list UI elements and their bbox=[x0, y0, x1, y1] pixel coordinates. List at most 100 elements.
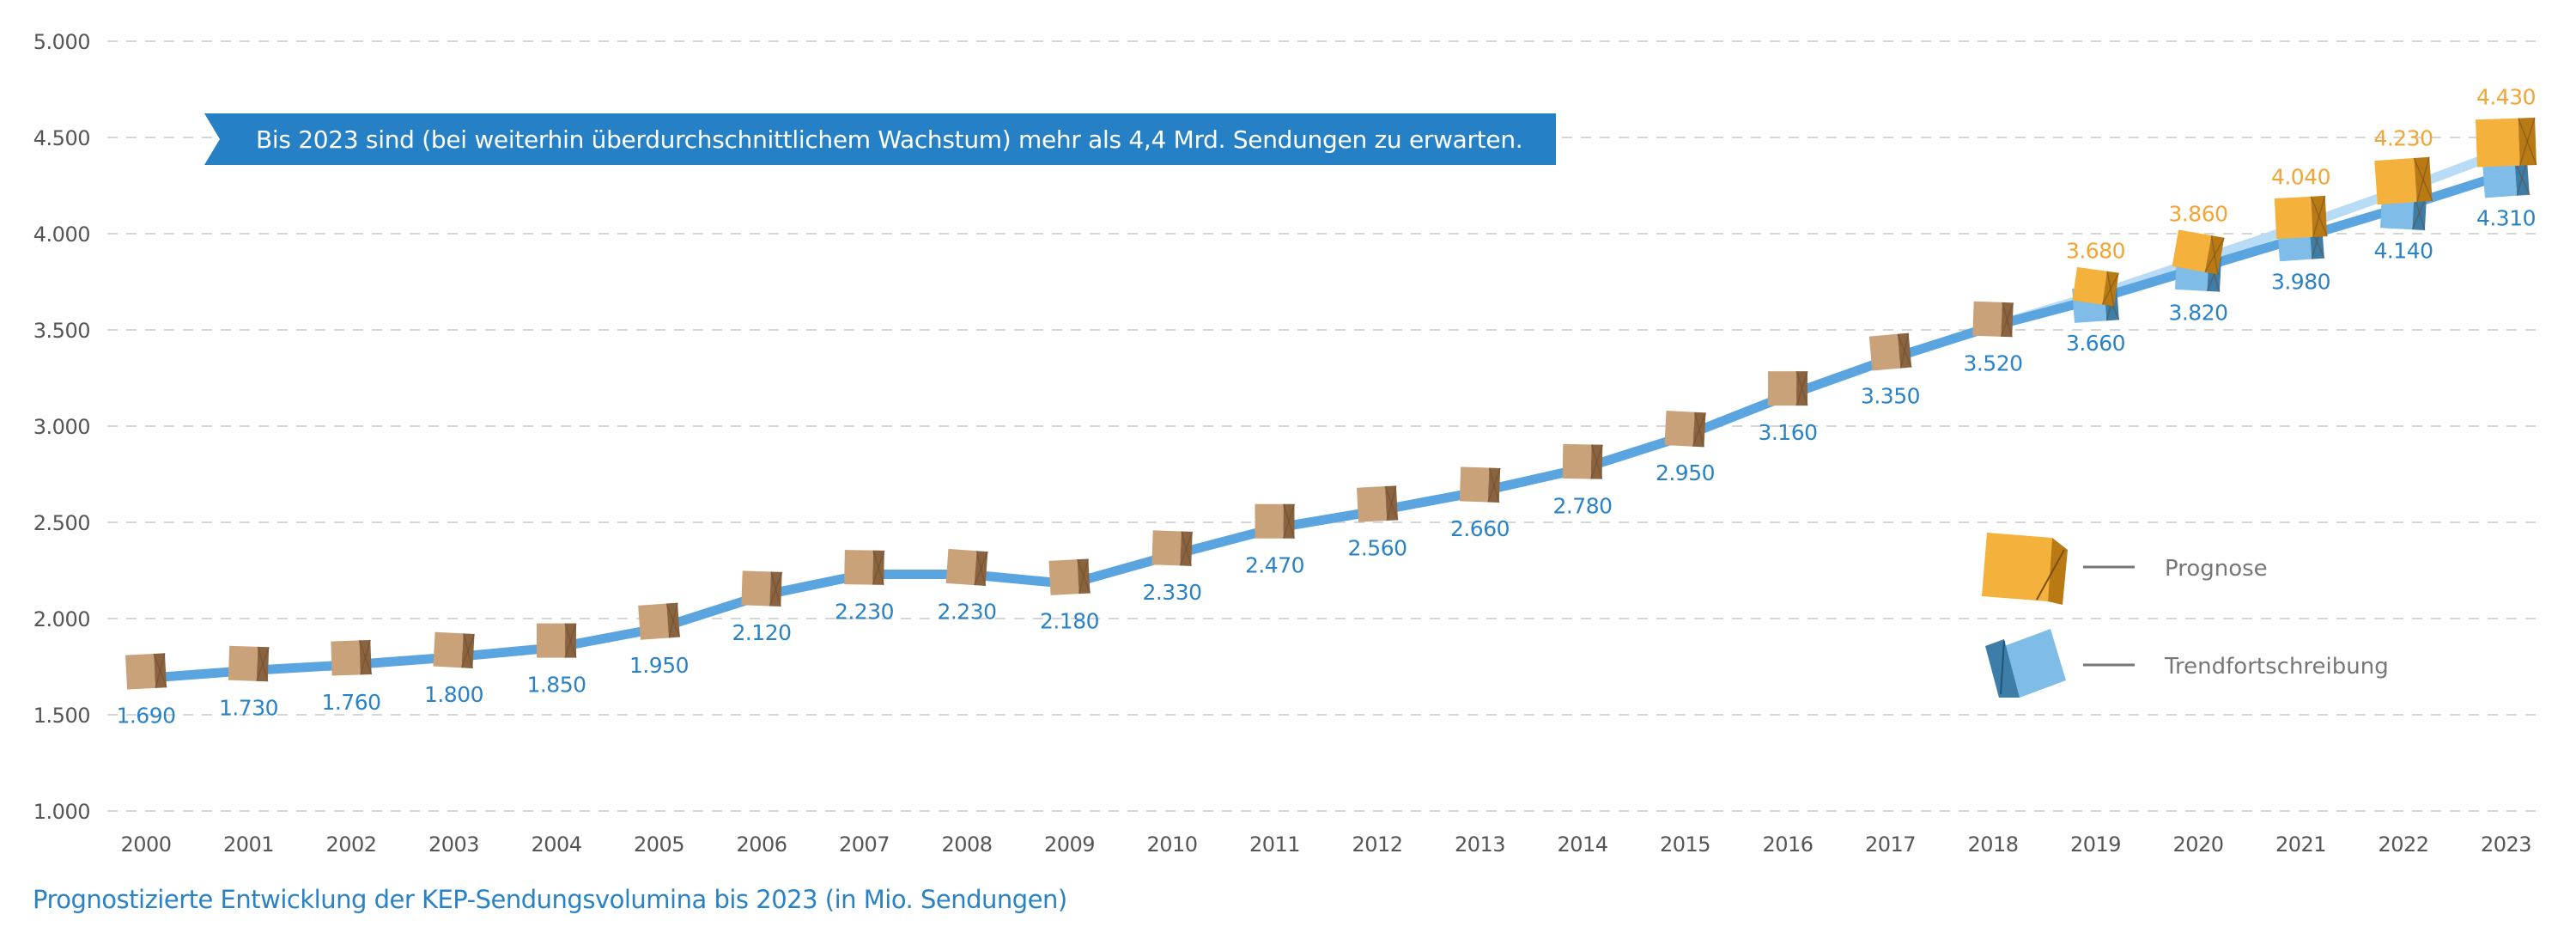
y-tick-label: 5.000 bbox=[33, 30, 90, 54]
trend-box-marker bbox=[1151, 530, 1194, 567]
box-front bbox=[1151, 530, 1182, 566]
x-tick-label: 2022 bbox=[2378, 832, 2428, 857]
box-fold bbox=[974, 551, 989, 586]
trend-data-label: 2.230 bbox=[835, 599, 894, 624]
box-front bbox=[741, 570, 771, 607]
prognose-box-marker bbox=[2476, 117, 2537, 168]
box-fold bbox=[1386, 485, 1397, 521]
blue-box-icon bbox=[1985, 629, 2066, 698]
x-tick-label: 2006 bbox=[736, 832, 787, 857]
box-fold bbox=[2416, 156, 2430, 203]
box-fold bbox=[564, 623, 577, 658]
box-fold bbox=[2518, 117, 2536, 166]
x-tick-label: 2001 bbox=[223, 832, 274, 857]
banner-text: Bis 2023 sind (bei weiterhin überdurchsc… bbox=[256, 125, 1522, 154]
y-axis: 1.000 1.500 2.000 2.500 3.000 3.500 4.000 4.500… bbox=[33, 30, 91, 824]
legend-label: Trendfortschreibung bbox=[2164, 654, 2389, 680]
trend-data-label: 2.330 bbox=[1142, 580, 1201, 605]
x-tick-label: 2004 bbox=[531, 832, 581, 857]
x-tick-label: 2019 bbox=[2070, 832, 2121, 857]
y-tick-label: 4.000 bbox=[33, 223, 90, 247]
banner-ribbon bbox=[204, 113, 1556, 165]
box-front bbox=[1459, 466, 1490, 503]
box-fold bbox=[1692, 412, 1707, 447]
y-tick-label: 2.000 bbox=[33, 607, 90, 631]
x-tick-label: 2008 bbox=[941, 832, 992, 857]
trend-data-label: 1.800 bbox=[424, 682, 483, 707]
box-fold bbox=[2312, 195, 2326, 238]
box-front bbox=[1562, 443, 1592, 479]
box-fold bbox=[1590, 444, 1604, 479]
x-tick-label: 2012 bbox=[1352, 832, 1402, 857]
trend-box-marker bbox=[741, 570, 783, 607]
trend-data-label: 2.470 bbox=[1245, 553, 1304, 578]
trend-data-label: 2.230 bbox=[937, 599, 996, 624]
x-tick-label: 2005 bbox=[634, 832, 684, 857]
trend-data-label: 3.820 bbox=[2168, 300, 2227, 325]
trend-data-label: 3.350 bbox=[1861, 384, 1920, 409]
x-tick-label: 2014 bbox=[1557, 832, 1607, 857]
trend-box-marker bbox=[1459, 466, 1501, 503]
box-fold bbox=[769, 571, 783, 607]
box-front bbox=[1356, 486, 1388, 522]
box-fold bbox=[2516, 160, 2528, 196]
box-fold bbox=[1795, 370, 1808, 406]
trend-data-label: 3.660 bbox=[2066, 331, 2125, 356]
x-tick-label: 2003 bbox=[428, 832, 479, 857]
trend-data-label: 4.140 bbox=[2373, 239, 2433, 264]
box-front bbox=[331, 640, 361, 676]
trend-box-marker bbox=[1868, 332, 1912, 371]
x-tick-label: 2009 bbox=[1044, 832, 1095, 857]
prognose-data-label: 4.040 bbox=[2271, 165, 2330, 190]
trend-box-marker bbox=[2482, 160, 2530, 198]
trend-box-marker bbox=[537, 623, 577, 658]
orange-box-icon bbox=[1982, 533, 2068, 605]
prognose-data-label: 3.860 bbox=[2168, 202, 2227, 227]
trend-data-label: 2.180 bbox=[1040, 609, 1099, 634]
legend-item-trendfortschreibung: Trendfortschreibung bbox=[1985, 629, 2389, 698]
x-tick-label: 2007 bbox=[839, 832, 890, 857]
box-fold bbox=[2204, 237, 2225, 273]
trend-box-marker bbox=[1255, 503, 1296, 539]
box-fold bbox=[872, 550, 885, 585]
trend-box-marker bbox=[1768, 370, 1808, 406]
box-front bbox=[1664, 411, 1695, 447]
box-front bbox=[844, 550, 873, 585]
box-fold bbox=[460, 633, 476, 668]
box-fold bbox=[155, 653, 166, 689]
box-fold bbox=[2411, 195, 2427, 230]
box-fold bbox=[668, 602, 678, 638]
box-front bbox=[1255, 503, 1284, 539]
box-front bbox=[2482, 161, 2518, 198]
trend-box-marker bbox=[125, 653, 167, 690]
legend-label: Prognose bbox=[2165, 556, 2268, 582]
gridlines bbox=[107, 40, 2542, 812]
box-front bbox=[1768, 371, 1797, 406]
box-front bbox=[1868, 333, 1901, 371]
prognose-box-marker bbox=[2274, 195, 2328, 240]
trend-data-label: 3.520 bbox=[1963, 351, 2022, 376]
series-markers bbox=[125, 117, 2537, 690]
box-front bbox=[1048, 559, 1079, 595]
x-tick-label: 2010 bbox=[1146, 832, 1197, 857]
x-tick-label: 2016 bbox=[1762, 832, 1813, 857]
trend-box-marker bbox=[331, 639, 373, 676]
box-front bbox=[2072, 266, 2107, 305]
x-tick-label: 2017 bbox=[1865, 832, 1916, 857]
y-tick-label: 3.500 bbox=[33, 319, 90, 343]
box-front bbox=[228, 645, 258, 681]
trend-data-label: 1.730 bbox=[219, 695, 278, 720]
x-tick-label: 2013 bbox=[1455, 832, 1505, 857]
box-fold bbox=[1179, 531, 1194, 566]
x-tick-label: 2021 bbox=[2275, 832, 2326, 857]
trend-data-label: 1.690 bbox=[116, 703, 175, 728]
box-fold bbox=[1487, 467, 1501, 503]
box-fold bbox=[1078, 558, 1090, 594]
prognose-data-label: 4.430 bbox=[2476, 85, 2536, 110]
trend-data-label: 1.760 bbox=[321, 690, 380, 715]
box-front bbox=[2172, 229, 2212, 272]
box-fold bbox=[2000, 302, 2014, 338]
box-front bbox=[638, 603, 669, 640]
box-front bbox=[2374, 157, 2417, 205]
